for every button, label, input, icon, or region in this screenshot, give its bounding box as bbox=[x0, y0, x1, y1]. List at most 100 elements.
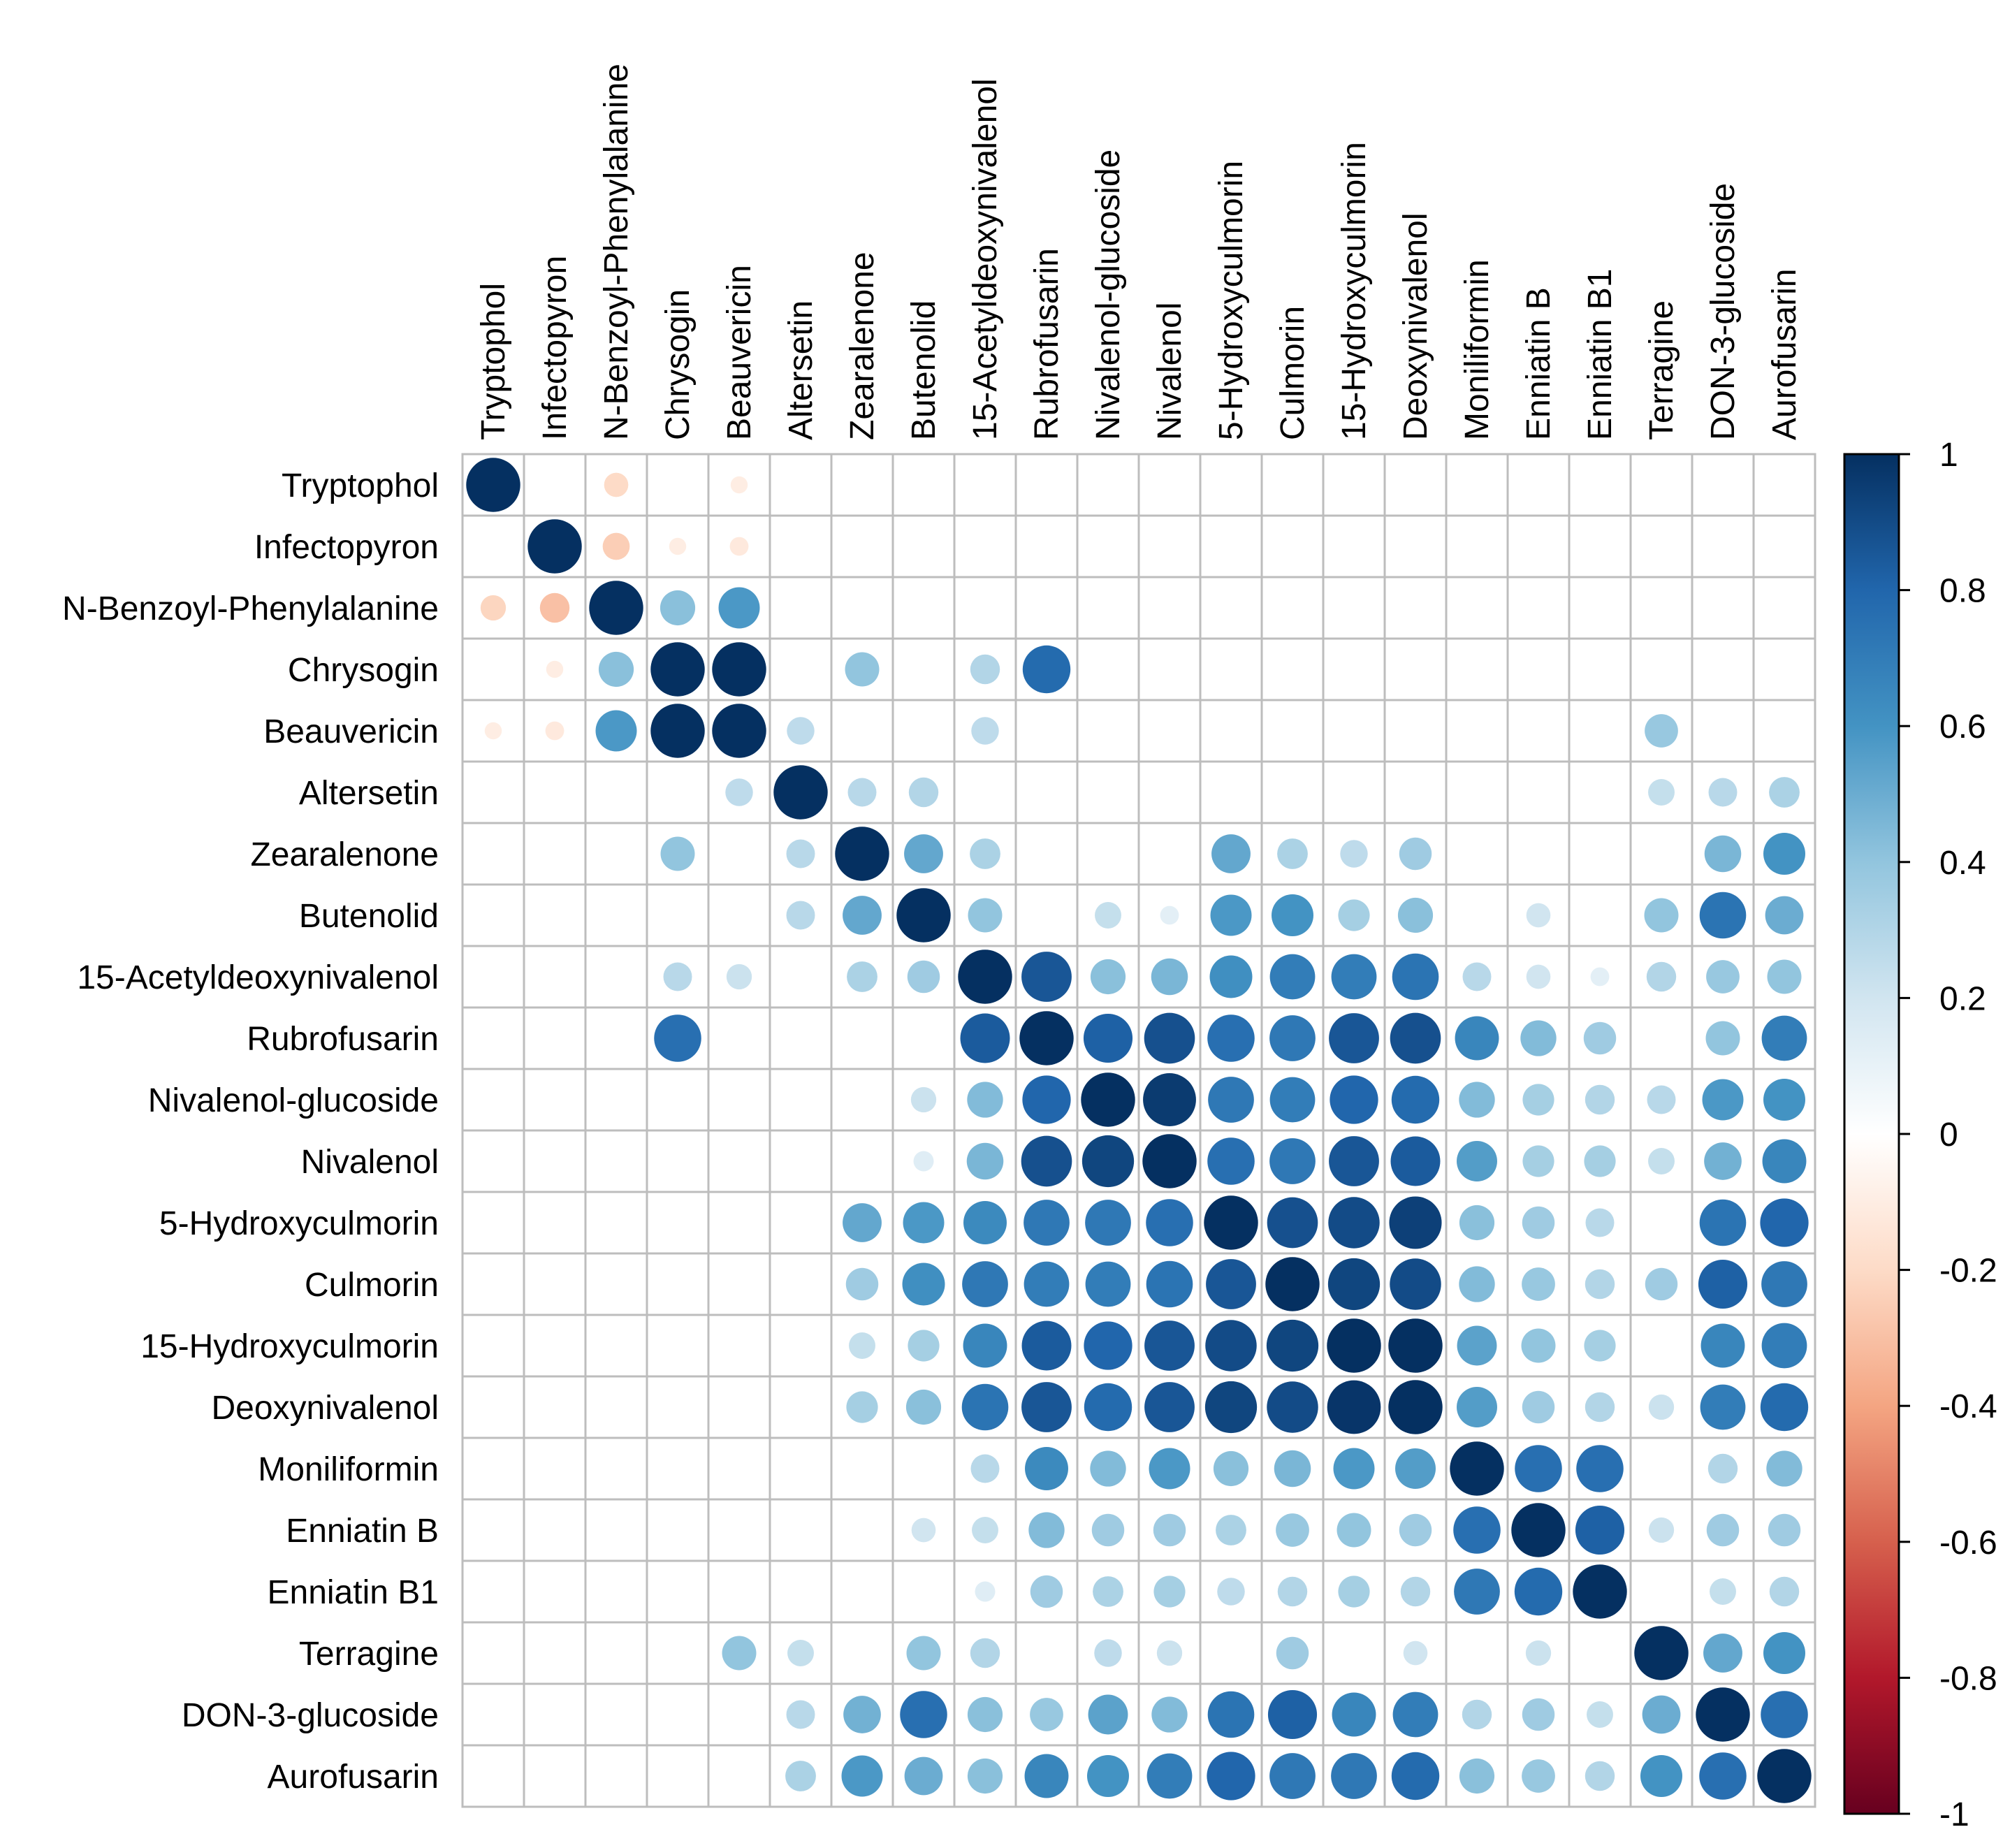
grid-cell bbox=[1629, 1559, 1694, 1624]
correlation-circle bbox=[589, 581, 643, 635]
column-label: DON-3-glucoside bbox=[1705, 183, 1742, 440]
correlation-circle bbox=[1762, 1139, 1807, 1184]
grid-cell bbox=[584, 1498, 648, 1562]
correlation-circle bbox=[785, 1761, 816, 1791]
column-label: Altersetin bbox=[782, 300, 820, 440]
grid-cell bbox=[461, 514, 525, 579]
correlation-circle bbox=[1648, 1394, 1675, 1420]
grid-cell bbox=[1445, 514, 1509, 579]
row-label: Nivalenol-glucoside bbox=[148, 1082, 439, 1119]
correlation-circle bbox=[1457, 1325, 1497, 1366]
grid-cell bbox=[1014, 822, 1079, 886]
correlation-circle bbox=[1151, 1696, 1188, 1733]
grid-cell bbox=[646, 1129, 710, 1193]
grid-cell bbox=[1568, 453, 1632, 517]
correlation-circle bbox=[1267, 1381, 1318, 1433]
colorbar-gradient bbox=[1843, 453, 1900, 1815]
row-label: 15-Acetyldeoxynivalenol bbox=[77, 959, 439, 996]
correlation-circle bbox=[1399, 837, 1432, 871]
correlation-circle bbox=[1459, 1205, 1495, 1241]
correlation-circle bbox=[1266, 1319, 1319, 1372]
grid-cell bbox=[1506, 576, 1571, 640]
correlation-circle bbox=[902, 1263, 945, 1306]
correlation-circle bbox=[1094, 1639, 1122, 1667]
correlation-circle bbox=[1634, 1626, 1689, 1680]
grid-cell bbox=[1383, 637, 1448, 701]
grid-cell bbox=[584, 760, 648, 824]
correlation-circle bbox=[1645, 714, 1678, 748]
cells-layer bbox=[461, 453, 1816, 1808]
column-label: Moniliformin bbox=[1459, 259, 1496, 440]
grid-cell bbox=[1137, 699, 1202, 763]
correlation-circle bbox=[1265, 1257, 1320, 1311]
row-label: Rubrofusarin bbox=[247, 1021, 439, 1058]
correlation-circle bbox=[1028, 1512, 1065, 1548]
grid-cell bbox=[1445, 699, 1509, 763]
correlation-circle bbox=[1030, 1698, 1063, 1731]
grid-cell bbox=[707, 1252, 771, 1316]
grid-cell bbox=[891, 453, 956, 517]
grid-cell bbox=[1076, 1436, 1140, 1501]
correlation-circle bbox=[786, 839, 815, 868]
correlation-circle bbox=[1703, 1634, 1742, 1673]
grid-cell bbox=[1629, 1314, 1694, 1378]
grid-cell bbox=[830, 1006, 894, 1070]
correlation-circle bbox=[911, 1518, 936, 1543]
correlation-circle bbox=[958, 950, 1012, 1004]
correlation-circle bbox=[1640, 1755, 1682, 1797]
row-label: Zearalenone bbox=[250, 836, 439, 873]
grid-cell bbox=[1506, 453, 1571, 517]
grid-cell bbox=[1629, 514, 1694, 579]
grid-cell bbox=[1506, 699, 1571, 763]
correlation-circle bbox=[1459, 1758, 1495, 1794]
grid-cell bbox=[1445, 822, 1509, 886]
row-label: Culmorin bbox=[305, 1267, 439, 1304]
correlation-circle bbox=[1699, 892, 1747, 939]
correlation-circle bbox=[896, 888, 951, 943]
correlation-circle bbox=[604, 472, 629, 497]
grid-cell bbox=[1199, 760, 1263, 824]
grid-cell bbox=[461, 822, 525, 886]
correlation-circle bbox=[1521, 1328, 1556, 1363]
correlation-circle bbox=[1760, 1198, 1809, 1247]
correlation-circle bbox=[1455, 1016, 1499, 1061]
grid-cell bbox=[769, 514, 833, 579]
correlation-circle bbox=[1648, 1148, 1675, 1174]
grid-cell bbox=[1383, 514, 1448, 579]
grid-cell bbox=[461, 1498, 525, 1562]
grid-cell bbox=[1137, 760, 1202, 824]
correlation-circle bbox=[1400, 1576, 1431, 1607]
correlation-circle bbox=[484, 722, 502, 740]
grid-cell bbox=[461, 1375, 525, 1439]
correlation-circle bbox=[1763, 1079, 1805, 1121]
grid-cell bbox=[461, 883, 525, 947]
correlation-circle bbox=[967, 1696, 1003, 1733]
correlation-circle bbox=[527, 519, 582, 574]
correlation-circle bbox=[1143, 1073, 1196, 1126]
correlation-circle bbox=[1269, 1753, 1316, 1799]
grid-cell bbox=[1322, 1621, 1386, 1685]
correlation-circle bbox=[1515, 1445, 1562, 1492]
correlation-circle bbox=[787, 717, 815, 745]
correlation-circle bbox=[1277, 838, 1308, 869]
grid-cell bbox=[584, 1129, 648, 1193]
correlation-circle bbox=[1267, 1197, 1318, 1249]
grid-cell bbox=[584, 883, 648, 947]
grid-cell bbox=[584, 1375, 648, 1439]
correlation-circle bbox=[1760, 1383, 1809, 1432]
correlation-circle bbox=[970, 1454, 1000, 1483]
correlation-circle bbox=[1648, 779, 1675, 806]
correlation-circle bbox=[960, 1013, 1010, 1063]
grid-cell bbox=[1506, 822, 1571, 886]
colorbar-tick-label: -0.6 bbox=[1939, 1525, 1997, 1562]
row-label: Nivalenol bbox=[301, 1144, 439, 1181]
correlation-circle bbox=[910, 1086, 937, 1113]
correlation-circle bbox=[913, 1151, 934, 1172]
correlation-circle bbox=[1329, 1136, 1379, 1186]
correlation-circle bbox=[1087, 1755, 1129, 1797]
correlation-circle bbox=[1585, 1761, 1615, 1791]
correlation-circle bbox=[1331, 954, 1377, 1000]
correlation-circle bbox=[786, 1700, 815, 1729]
grid-cell bbox=[891, 576, 956, 640]
